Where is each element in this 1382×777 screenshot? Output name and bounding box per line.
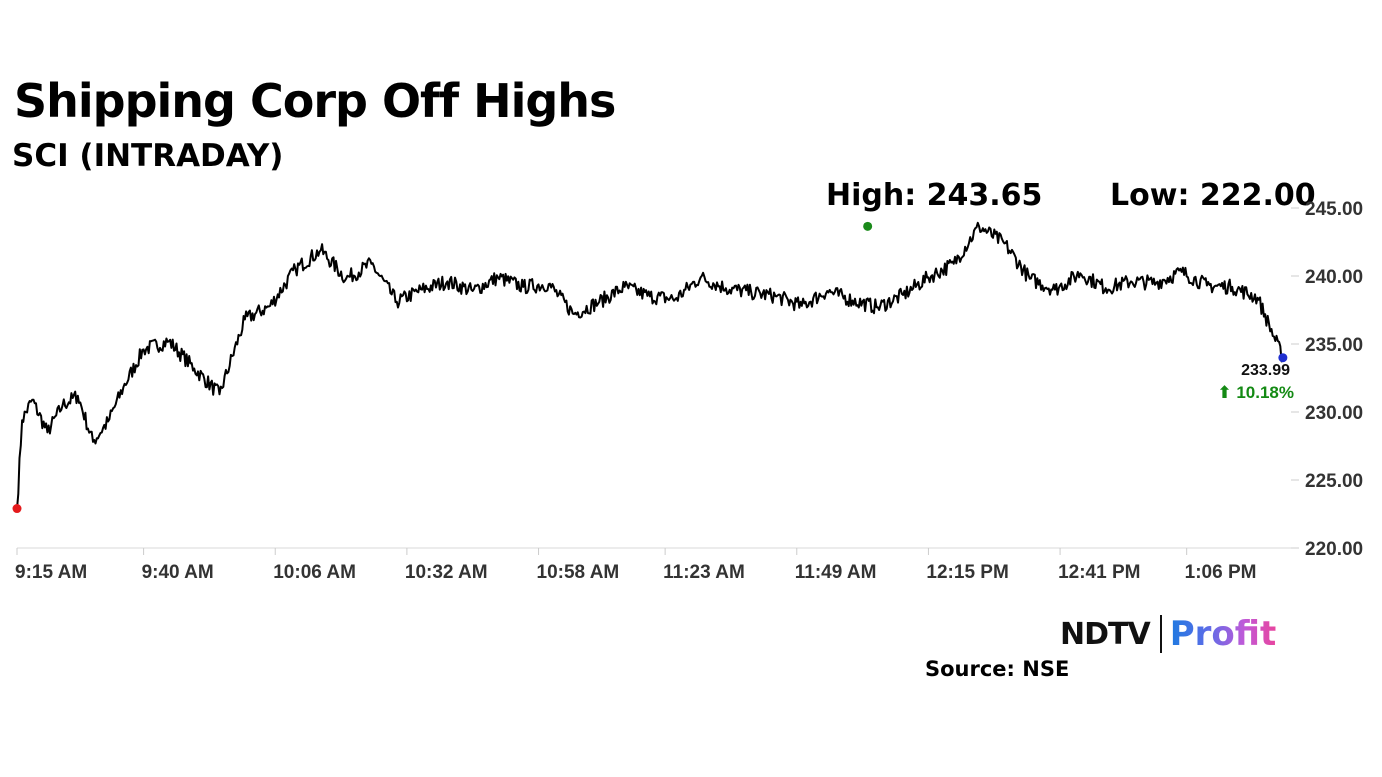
- y-tick-label: 245.00: [1305, 199, 1363, 220]
- source-label: Source: NSE: [925, 657, 1070, 681]
- x-tick-label: 12:15 PM: [926, 562, 1008, 583]
- x-tick-label: 11:23 AM: [663, 562, 745, 583]
- last-price-label: 233.99: [1241, 362, 1290, 379]
- logo-profit-text: Profit: [1169, 614, 1277, 654]
- x-tick-label: 10:58 AM: [537, 562, 620, 583]
- y-tick-label: 240.00: [1305, 267, 1363, 288]
- start-price-marker: [12, 504, 22, 514]
- x-tick-label: 9:15 AM: [15, 562, 87, 583]
- x-tick-label: 10:06 AM: [273, 562, 356, 583]
- low-label: Low: 222.00: [1110, 178, 1316, 213]
- x-tick-label: 12:41 PM: [1058, 562, 1140, 583]
- percent-change-label: ⬆ 10.18%: [1217, 383, 1294, 402]
- x-tick-label: 10:32 AM: [405, 562, 488, 583]
- ndtv-profit-logo: NDTV Profit: [1060, 612, 1276, 656]
- y-tick-label: 220.00: [1305, 539, 1363, 560]
- x-tick-label: 9:40 AM: [142, 562, 214, 583]
- price-line: [16, 221, 1284, 509]
- high-label: High: 243.65: [826, 178, 1043, 213]
- logo-ndtv-text: NDTV: [1060, 616, 1151, 652]
- x-tick-label: 11:49 AM: [795, 562, 877, 583]
- y-tick-label: 225.00: [1305, 471, 1363, 492]
- high-price-marker: [863, 221, 873, 231]
- chart-title: Shipping Corp Off Highs: [14, 74, 616, 128]
- y-tick-label: 235.00: [1305, 335, 1363, 356]
- last-price-marker: [1278, 353, 1288, 363]
- y-tick-label: 230.00: [1305, 403, 1363, 424]
- x-tick-label: 1:06 PM: [1185, 562, 1257, 583]
- chart-subtitle: SCI (INTRADAY): [12, 138, 284, 174]
- logo-divider: [1159, 615, 1162, 653]
